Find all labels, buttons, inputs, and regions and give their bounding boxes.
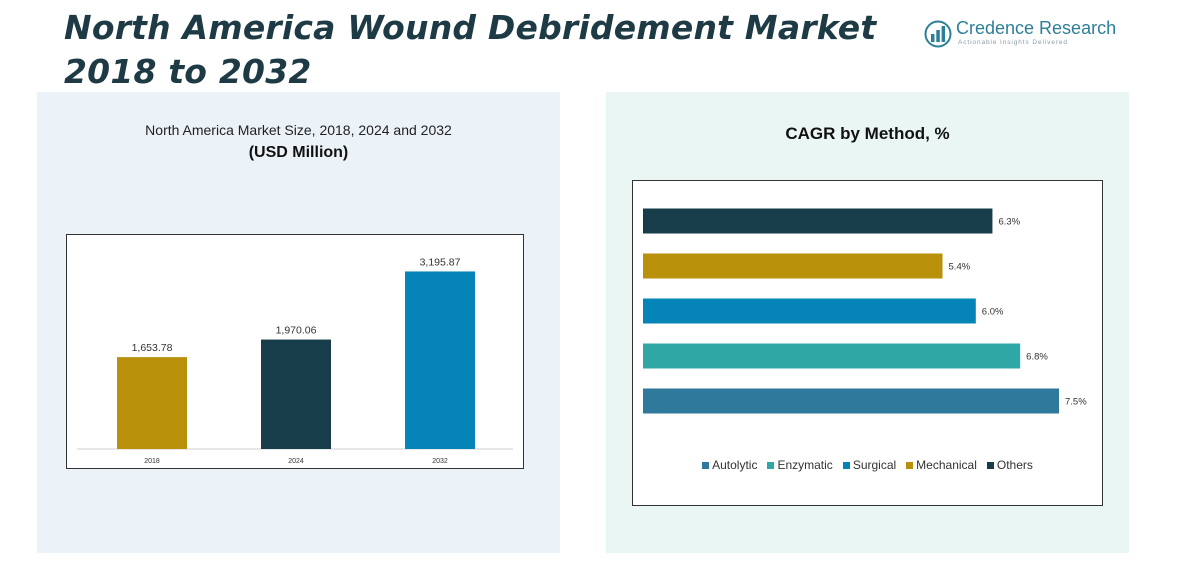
bar-2018 xyxy=(117,357,187,449)
data-label-mechanical: 5.4% xyxy=(949,262,971,273)
bar-2032 xyxy=(405,271,475,449)
cagr-bar-chart: 6.3% 5.4% 6.0% 6.8% 7.5% xyxy=(643,208,1087,414)
x-tick-label-2024: 2024 xyxy=(288,458,304,465)
legend-item-others: Others xyxy=(986,458,1033,472)
legend-item-enzymatic: Enzymatic xyxy=(767,458,833,472)
legend-item-autolytic: Autolytic xyxy=(702,458,757,472)
legend-label-mechanical: Mechanical xyxy=(916,458,977,472)
x-tick-label-2032: 2032 xyxy=(432,458,448,465)
legend-label-autolytic: Autolytic xyxy=(712,458,758,472)
bar-surgical xyxy=(643,298,976,324)
data-label-2024: 1,970.06 xyxy=(276,325,317,337)
legend-swatch-autolytic xyxy=(702,461,710,469)
data-label-enzymatic: 6.8% xyxy=(1026,352,1048,363)
page-title: North America Wound Debridement Market 2… xyxy=(64,6,876,94)
legend-label-enzymatic: Enzymatic xyxy=(777,458,833,472)
brand-name: Credence Research xyxy=(956,18,1117,38)
market-size-chart-unit: (USD Million) xyxy=(248,144,349,161)
bar-chart-globe-icon xyxy=(924,20,952,48)
legend-swatch-enzymatic xyxy=(767,461,775,469)
brand-tagline: Actionable Insights Delivered xyxy=(958,39,1068,46)
data-label-2018: 1,653.78 xyxy=(132,342,173,354)
legend-item-surgical: Surgical xyxy=(842,458,897,472)
brand-logo: Credence Research Actionable Insights De… xyxy=(924,18,1124,54)
bar-enzymatic xyxy=(643,343,1021,369)
title-line-1: North America Wound Debridement Market xyxy=(64,8,877,47)
legend-swatch-others xyxy=(986,461,994,469)
cagr-chart-frame: 6.3% 5.4% 6.0% 6.8% 7.5% xyxy=(632,180,1103,506)
bar-others xyxy=(643,208,993,234)
bar-mechanical xyxy=(643,253,943,279)
title-line-2: 2018 to 2032 xyxy=(64,52,312,91)
bar-autolytic xyxy=(643,388,1059,414)
market-size-bar-chart: 1,653.78 2018 1,970.06 2024 3,195.87 2032 xyxy=(77,256,513,465)
market-size-chart-frame: 1,653.78 2018 1,970.06 2024 3,195.87 2032 xyxy=(66,234,524,469)
legend-item-mechanical: Mechanical xyxy=(906,458,977,472)
legend-label-others: Others xyxy=(996,458,1033,472)
data-label-others: 6.3% xyxy=(998,217,1020,228)
legend-swatch-mechanical xyxy=(906,461,914,469)
cagr-legend: Autolytic Enzymatic Surgical Mechanical Othe… xyxy=(632,458,1103,472)
bar-2024 xyxy=(261,339,331,449)
x-tick-label-2018: 2018 xyxy=(144,458,160,465)
legend-label-surgical: Surgical xyxy=(852,458,897,472)
data-label-autolytic: 7.5% xyxy=(1065,397,1087,408)
data-label-2032: 3,195.87 xyxy=(420,256,461,268)
data-label-surgical: 6.0% xyxy=(982,307,1004,318)
market-size-chart-title: North America Market Size, 2018, 2024 an… xyxy=(145,122,452,138)
legend-swatch-surgical xyxy=(842,461,850,469)
cagr-chart-title: CAGR by Method, % xyxy=(785,124,950,143)
